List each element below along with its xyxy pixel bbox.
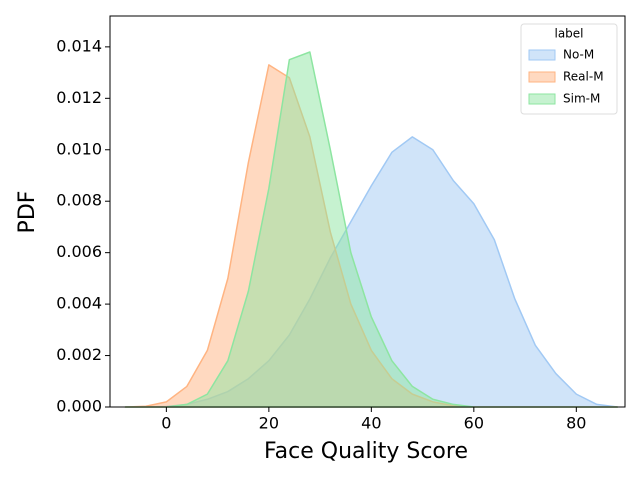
y-tick-label: 0.004 <box>56 294 102 313</box>
plot-frame <box>109 15 626 408</box>
legend-label: Sim-M <box>563 92 600 106</box>
legend-label: Real-M <box>563 70 604 84</box>
y-tick-label: 0.014 <box>56 36 102 55</box>
x-axis-label: Face Quality Score <box>264 439 468 464</box>
x-tick-label: 80 <box>566 414 586 433</box>
y-tick-label: 0.008 <box>56 191 102 210</box>
y-tick-label: 0.000 <box>56 397 102 416</box>
x-tick-label: 40 <box>361 414 381 433</box>
y-tick-label: 0.006 <box>56 242 102 261</box>
x-tick-label: 0 <box>161 414 171 433</box>
y-tick-label: 0.002 <box>56 345 102 364</box>
legend-swatch <box>528 49 556 61</box>
legend-box <box>520 23 618 115</box>
legend-label: No-M <box>563 48 594 62</box>
legend-swatch <box>528 71 556 83</box>
x-tick-label: 60 <box>464 414 484 433</box>
x-tick-label: 20 <box>259 414 279 433</box>
y-tick-label: 0.010 <box>56 139 102 158</box>
legend-title: label <box>554 27 583 41</box>
y-axis-label: PDF <box>15 191 40 234</box>
y-tick-label: 0.012 <box>56 88 102 107</box>
legend-swatch <box>528 93 556 105</box>
